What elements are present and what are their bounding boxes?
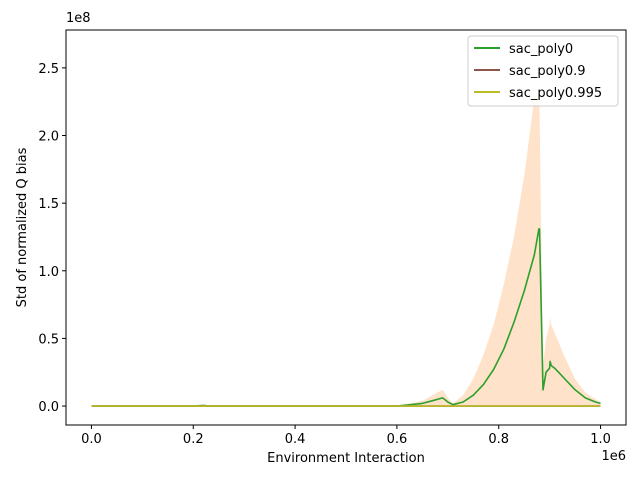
x-axis-offset-label: 1e6 <box>601 449 626 464</box>
x-axis-ticks: 0.0 0.2 0.4 0.6 0.8 1.0 <box>81 425 611 447</box>
plot-frame <box>65 29 627 426</box>
y-tick-label: 2.0 <box>38 130 59 145</box>
x-tick-label: 1.0 <box>590 432 611 447</box>
legend-label-0: sac_poly0 <box>509 42 573 57</box>
x-tick-label: 0.0 <box>81 432 102 447</box>
x-axis-label: Environment Interaction <box>267 451 425 466</box>
series-lines <box>91 228 601 407</box>
legend-label-2: sac_poly0.995 <box>509 86 602 101</box>
y-tick-label: 1.0 <box>38 265 59 280</box>
legend-label-1: sac_poly0.9 <box>509 64 586 79</box>
y-tick-label: 1.5 <box>38 197 59 212</box>
x-tick-label: 0.6 <box>387 432 408 447</box>
legend: sac_poly0 sac_poly0.9 sac_poly0.995 <box>467 35 619 107</box>
y-axis-offset-label: 1e8 <box>66 11 91 26</box>
y-tick-label: 0.0 <box>38 400 59 415</box>
y-axis-ticks: 0.0 0.5 1.0 1.5 2.0 2.5 <box>38 62 66 415</box>
y-tick-label: 0.5 <box>38 332 59 347</box>
confidence-bands <box>91 97 601 407</box>
legend-box <box>467 35 619 107</box>
confidence-band-0 <box>91 97 601 407</box>
x-tick-label: 0.8 <box>488 432 509 447</box>
x-tick-label: 0.2 <box>183 432 204 447</box>
y-tick-label: 2.5 <box>38 62 59 77</box>
x-tick-label: 0.4 <box>285 432 306 447</box>
y-axis-label: Std of normalized Q bias <box>15 147 30 307</box>
